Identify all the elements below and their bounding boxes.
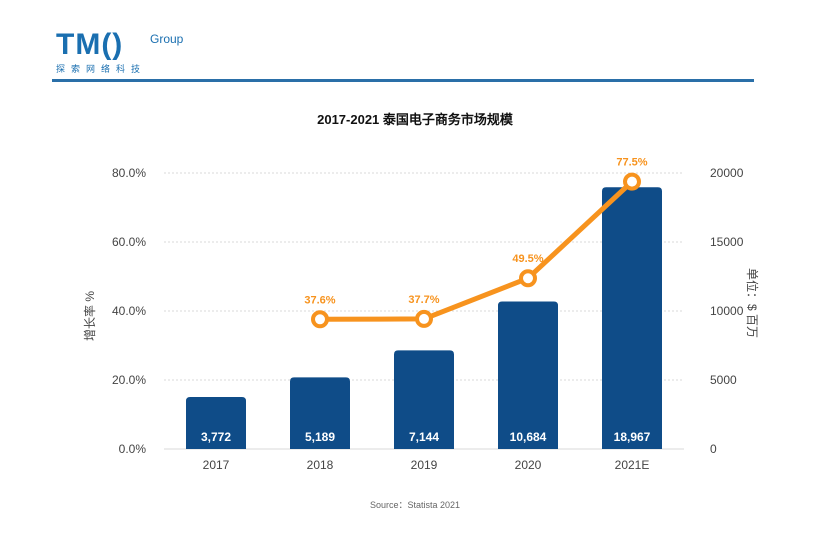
right-tick-label: 5000 bbox=[710, 373, 737, 387]
x-axis: 2017 2018 2019 2020 2021E bbox=[203, 458, 650, 472]
right-axis-label: 单位：$ 百万 bbox=[745, 268, 760, 338]
left-tick-label: 80.0% bbox=[112, 166, 146, 180]
x-tick-label: 2018 bbox=[307, 458, 334, 472]
bar bbox=[602, 187, 662, 449]
x-tick-label: 2020 bbox=[515, 458, 542, 472]
bar-value-label: 10,684 bbox=[510, 430, 547, 444]
line-point bbox=[311, 310, 329, 329]
logo-subtitle: 探索网络科技 bbox=[56, 64, 147, 74]
source-note: Source：Statista 2021 bbox=[369, 500, 461, 510]
right-tick-label: 20000 bbox=[710, 166, 744, 180]
right-tick-label: 0 bbox=[710, 442, 717, 456]
line-value-label: 77.5% bbox=[616, 157, 647, 169]
left-axis-label: 增长率 % bbox=[82, 291, 97, 341]
line-point bbox=[519, 269, 537, 288]
bar bbox=[290, 377, 350, 449]
left-tick-label: 20.0% bbox=[112, 373, 146, 387]
left-tick-label: 0.0% bbox=[119, 442, 147, 456]
logo-group-text: Group bbox=[150, 32, 184, 46]
logo-wordmark: TM() bbox=[56, 28, 124, 61]
chart-title: 2017-2021 泰国电子商务市场规模 bbox=[317, 112, 514, 127]
growth-line bbox=[319, 179, 634, 322]
x-tick-label: 2019 bbox=[411, 458, 438, 472]
line-series: 37.6% 37.7% 49.5% 77.5% bbox=[304, 157, 648, 329]
bar bbox=[498, 301, 558, 449]
line-value-label: 37.6% bbox=[304, 294, 335, 306]
line-value-label: 49.5% bbox=[512, 253, 543, 265]
right-tick-label: 15000 bbox=[710, 235, 744, 249]
right-tick-label: 10000 bbox=[710, 304, 744, 318]
bar-value-label: 5,189 bbox=[305, 430, 335, 444]
left-axis: 0.0% 20.0% 40.0% 60.0% 80.0% bbox=[112, 166, 146, 456]
x-tick-label: 2021E bbox=[615, 458, 650, 472]
logo: TM() Group 探索网络科技 bbox=[56, 28, 183, 75]
line-point bbox=[623, 172, 641, 191]
line-value-label: 37.7% bbox=[408, 294, 439, 306]
bar bbox=[394, 350, 454, 449]
header-rule bbox=[52, 79, 754, 82]
bar-value-label: 3,772 bbox=[201, 430, 231, 444]
bar-value-label: 7,144 bbox=[409, 430, 439, 444]
left-tick-label: 40.0% bbox=[112, 304, 146, 318]
bar-value-label: 18,967 bbox=[614, 430, 651, 444]
bar-series: 3,772 5,189 7,144 10,684 18,967 bbox=[186, 187, 662, 449]
bar bbox=[186, 396, 246, 449]
right-axis: 0 5000 10000 15000 20000 bbox=[710, 166, 744, 456]
line-point bbox=[415, 309, 433, 328]
left-tick-label: 60.0% bbox=[112, 235, 146, 249]
x-tick-label: 2017 bbox=[203, 458, 230, 472]
